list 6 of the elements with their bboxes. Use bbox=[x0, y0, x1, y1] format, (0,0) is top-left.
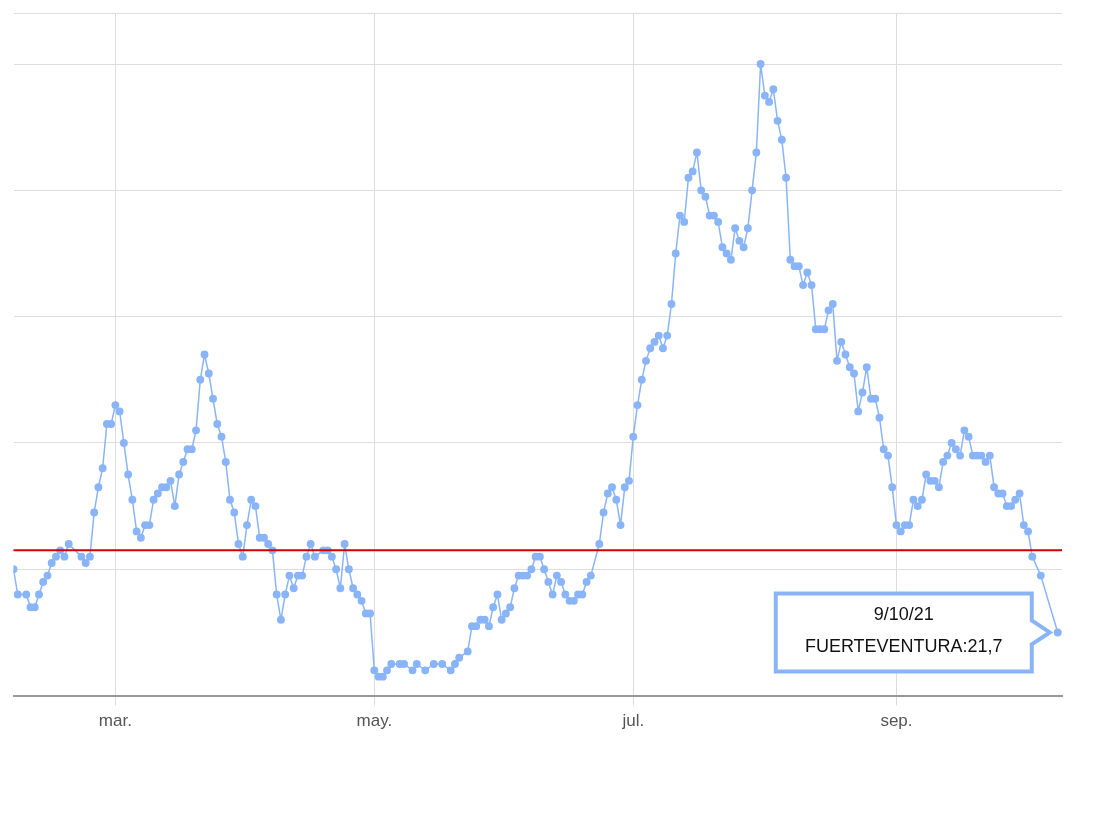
x-tick-label: jul. bbox=[621, 711, 645, 731]
annotation: FUERTEVENTURA:21,7 bbox=[804, 636, 1003, 657]
x-tick-label: sep. bbox=[880, 711, 913, 731]
annotation: 9/10/21 bbox=[873, 604, 934, 625]
x-tick-label: may. bbox=[356, 711, 393, 731]
x-tick-label: mar. bbox=[98, 711, 132, 731]
